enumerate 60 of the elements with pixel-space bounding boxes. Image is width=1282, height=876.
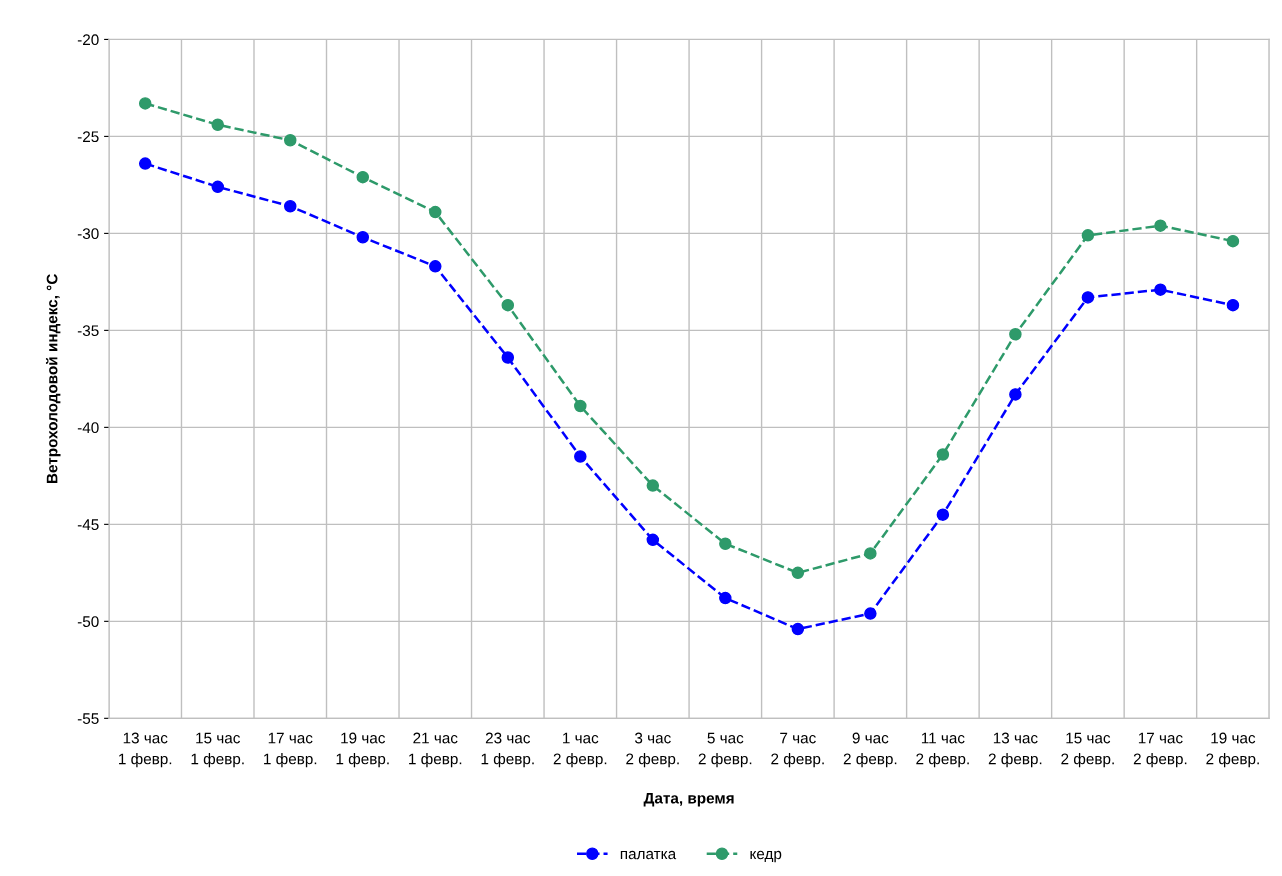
- y-tick-label: -40: [77, 422, 99, 434]
- x-tick-label: 19 час 2 февр.: [1206, 732, 1259, 768]
- y-tick-label: -20: [77, 34, 99, 46]
- x-tick-label: 1 час 2 февр.: [553, 732, 607, 768]
- point: [791, 622, 805, 636]
- point: [864, 607, 877, 620]
- point: [574, 399, 587, 413]
- point: [936, 508, 950, 521]
- legend-label: кедр: [750, 850, 782, 863]
- point: [356, 170, 370, 184]
- point: [1081, 229, 1095, 242]
- y-tick-label: -35: [77, 325, 99, 337]
- point: [429, 205, 442, 219]
- x-tick-label: 17 час 2 февр.: [1133, 732, 1187, 768]
- point: [719, 591, 732, 605]
- x-tick-label: 15 час 2 февр.: [1061, 732, 1114, 768]
- x-tick-label: 11 час 2 февр.: [916, 732, 969, 768]
- y-axis-title: Ветрохолодовой индекс, °С: [45, 274, 61, 484]
- x-tick-label: 13 час 1 февр.: [119, 732, 172, 768]
- x-tick-label: 19 час 1 февр.: [336, 732, 389, 768]
- x-tick-label: 23 час 1 февр.: [481, 732, 534, 768]
- x-tick-label: 9 час 2 февр.: [843, 732, 897, 768]
- point: [791, 566, 805, 580]
- x-tick-label: 5 час 2 февр.: [698, 732, 752, 768]
- y-tick-label: -25: [77, 131, 99, 143]
- y-tick-label: -55: [77, 713, 99, 725]
- y-tick-label: -30: [77, 228, 99, 240]
- point: [1154, 283, 1167, 296]
- x-tick-label: 21 час 1 февр.: [409, 732, 462, 768]
- x-tick-label: 15 час 1 февр.: [191, 732, 244, 768]
- point: [936, 448, 950, 461]
- point: [138, 97, 152, 110]
- point: [429, 260, 442, 273]
- point: [1226, 298, 1240, 312]
- point: [211, 118, 224, 132]
- point: [1009, 388, 1022, 401]
- point: [356, 231, 370, 244]
- point: [1154, 219, 1167, 232]
- point: [501, 351, 515, 364]
- point: [501, 298, 515, 312]
- x-axis-title: Дата, время: [643, 792, 734, 807]
- point: [864, 547, 877, 560]
- x-tick-label: 13 час 2 февр.: [988, 732, 1042, 768]
- point: [1081, 291, 1095, 304]
- point: [719, 537, 732, 550]
- point: [284, 199, 297, 213]
- x-tick-label: 3 час 2 февр.: [626, 732, 679, 768]
- legend-label: палатка: [620, 850, 677, 860]
- point: [284, 134, 297, 147]
- point: [574, 450, 587, 463]
- point: [646, 533, 660, 547]
- y-tick-label: -45: [77, 519, 99, 531]
- x-tick-label: 7 час 2 февр.: [771, 732, 824, 768]
- point: [1009, 328, 1022, 341]
- point: [646, 479, 660, 492]
- point: [1226, 234, 1240, 248]
- x-tick-label: 17 час 1 февр.: [264, 732, 317, 768]
- y-tick-label: -50: [77, 616, 99, 628]
- point: [211, 180, 224, 194]
- point: [138, 157, 152, 170]
